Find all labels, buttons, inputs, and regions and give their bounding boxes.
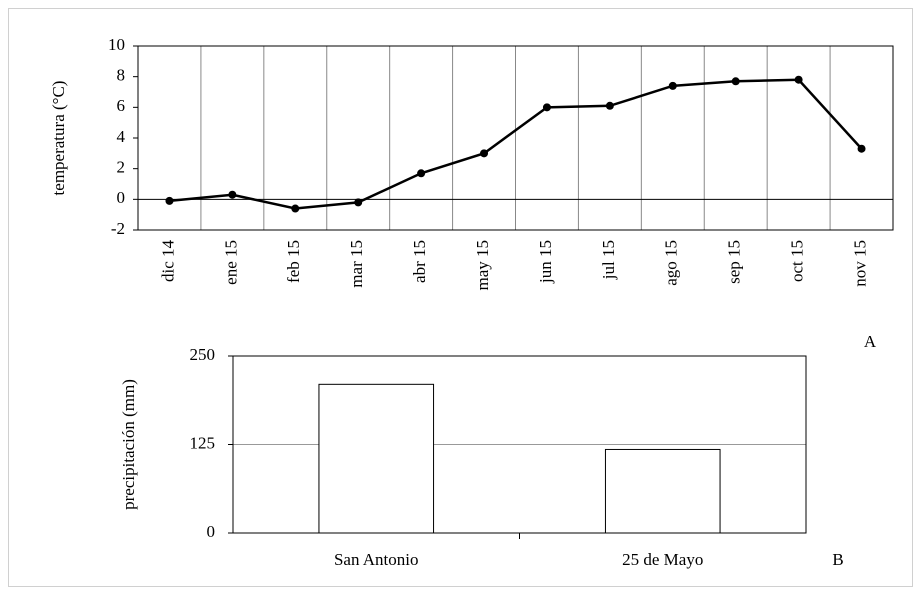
panel-label: A — [864, 332, 877, 351]
x-tick-label: feb 15 — [284, 240, 303, 283]
data-point — [291, 204, 300, 213]
data-point — [480, 149, 489, 158]
x-tick-label: jul 15 — [599, 240, 618, 280]
y-tick-label: 250 — [190, 345, 216, 364]
y-tick-label: -2 — [111, 219, 125, 238]
data-point — [794, 75, 803, 84]
x-tick-label: nov 15 — [850, 240, 869, 287]
bar — [318, 383, 435, 534]
data-point — [605, 101, 614, 110]
data-point — [165, 196, 174, 205]
y-tick-label: 8 — [117, 66, 126, 85]
y-tick-label: 4 — [117, 127, 126, 146]
x-tick-label: ago 15 — [662, 240, 681, 286]
x-tick-label: abr 15 — [410, 240, 429, 283]
panel-label: B — [832, 550, 843, 569]
data-point — [542, 103, 551, 112]
data-point — [668, 81, 677, 90]
y-tick-label: 2 — [117, 158, 126, 177]
plot-border — [137, 45, 894, 231]
x-tick-label: jun 15 — [536, 240, 555, 284]
x-tick-label: dic 14 — [158, 240, 177, 283]
frame — [8, 8, 913, 587]
plot-border — [232, 355, 807, 534]
data-point — [731, 77, 740, 86]
y-tick-label: 0 — [207, 522, 216, 541]
x-tick-label: may 15 — [473, 240, 492, 291]
data-point — [417, 169, 426, 178]
x-tick-label: sep 15 — [725, 240, 744, 284]
data-point — [228, 190, 237, 199]
y-tick-label: 125 — [190, 433, 216, 452]
y-axis-label: temperatura (°C) — [49, 81, 68, 196]
x-tick-label: oct 15 — [788, 240, 807, 282]
y-tick-label: 6 — [117, 96, 126, 115]
x-tick-label: 25 de Mayo — [622, 550, 703, 569]
x-tick-label: San Antonio — [334, 550, 419, 569]
y-axis-label: precipitación (mm) — [119, 379, 138, 510]
data-point — [354, 198, 363, 207]
y-tick-label: 0 — [117, 188, 126, 207]
data-line — [169, 78, 863, 210]
x-tick-label: mar 15 — [347, 240, 366, 288]
x-tick-label: ene 15 — [221, 240, 240, 285]
data-point — [857, 144, 866, 153]
y-tick-label: 10 — [108, 35, 125, 54]
bar — [604, 448, 721, 534]
